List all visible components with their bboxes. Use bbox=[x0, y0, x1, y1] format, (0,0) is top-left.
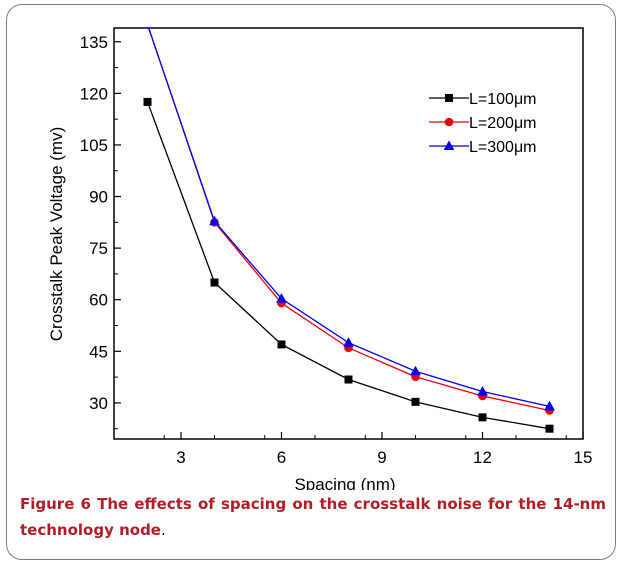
y-tick-label: 45 bbox=[89, 342, 108, 361]
series-line bbox=[147, 28, 550, 412]
data-point bbox=[143, 97, 152, 106]
y-tick-label: 105 bbox=[80, 136, 108, 155]
x-tick-label: 9 bbox=[377, 448, 386, 467]
legend-marker bbox=[444, 117, 454, 127]
y-tick-label: 60 bbox=[89, 291, 108, 310]
data-point bbox=[142, 28, 153, 29]
legend-label: L=200μm bbox=[469, 115, 536, 132]
plot-area bbox=[113, 27, 584, 440]
x-axis-ticks: 3 6 9 12 15 bbox=[113, 432, 593, 467]
legend-label: L=300μm bbox=[469, 139, 536, 156]
data-point bbox=[410, 365, 421, 376]
series-2 bbox=[144, 28, 554, 415]
data-point bbox=[545, 424, 554, 433]
series-layer bbox=[142, 28, 555, 433]
caption-end: . bbox=[160, 521, 166, 539]
legend: L=100μm L=200μm L=300μm bbox=[429, 91, 536, 156]
y-tick-label: 135 bbox=[80, 33, 108, 52]
figure-caption: Figure 6 The effects of spacing on the c… bbox=[20, 491, 606, 543]
figure-frame bbox=[6, 4, 616, 560]
legend-marker bbox=[445, 94, 453, 102]
x-tick-label: 15 bbox=[574, 448, 593, 467]
data-point bbox=[544, 400, 555, 411]
x-axis-title: Spacing (nm) bbox=[294, 475, 395, 490]
legend-item: L=300μm bbox=[429, 139, 536, 156]
data-point bbox=[210, 278, 219, 287]
series-3 bbox=[142, 28, 555, 411]
y-tick-label: 120 bbox=[80, 84, 108, 103]
data-point bbox=[411, 397, 420, 406]
data-point bbox=[276, 293, 287, 303]
legend-label: L=100μm bbox=[469, 91, 536, 108]
data-point bbox=[344, 375, 353, 384]
series-1 bbox=[143, 97, 554, 433]
caption-label: Figure 6 bbox=[20, 495, 91, 513]
legend-marker bbox=[443, 140, 455, 150]
data-point bbox=[343, 337, 354, 347]
y-axis-ticks: 30 45 60 75 90 105 120 135 bbox=[80, 33, 121, 430]
line-chart: 3 6 9 12 15 30 45 60 75 90 105 120 135 L=100μm L=200… bbox=[47, 27, 593, 490]
legend-item: L=100μm bbox=[429, 91, 536, 108]
data-point bbox=[277, 340, 286, 349]
y-tick-label: 30 bbox=[89, 394, 108, 413]
data-point bbox=[144, 28, 151, 29]
y-tick-label: 75 bbox=[89, 239, 108, 258]
x-tick-label: 12 bbox=[473, 448, 492, 467]
y-axis-title: Crosstalk Peak Voltage (mv) bbox=[47, 127, 66, 341]
data-point bbox=[209, 215, 220, 226]
y-tick-label: 90 bbox=[89, 188, 108, 207]
data-point bbox=[477, 386, 488, 396]
caption-title: The effects of spacing on the crosstalk … bbox=[20, 495, 606, 539]
data-point bbox=[478, 413, 487, 422]
x-tick-label: 6 bbox=[277, 448, 286, 467]
legend-item: L=200μm bbox=[429, 115, 536, 132]
x-tick-label: 3 bbox=[176, 448, 185, 467]
